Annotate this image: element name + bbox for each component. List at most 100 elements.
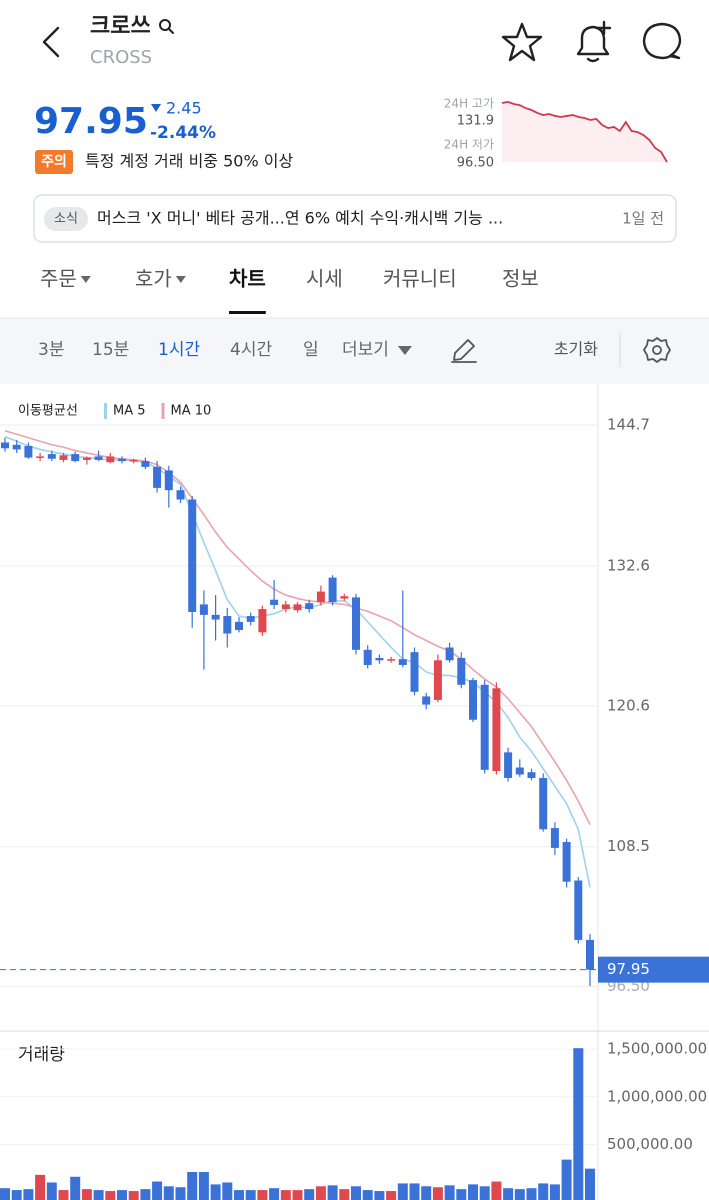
chat-icon[interactable]: [642, 22, 682, 60]
volume-bar: [397, 1183, 408, 1200]
volume-bar: [468, 1184, 478, 1200]
candle-body: [24, 445, 33, 458]
current-price: 97.95: [34, 101, 148, 142]
volume-bar: [538, 1183, 549, 1200]
volume-bar: [315, 1186, 326, 1200]
legend-label: MA 5: [113, 404, 146, 419]
candle-body: [223, 616, 232, 634]
candle-body: [164, 470, 173, 491]
favorite-icon[interactable]: [501, 22, 543, 62]
tab[interactable]: 정보: [502, 267, 539, 291]
interval[interactable]: 일: [303, 340, 319, 360]
caution-label: 주의: [41, 153, 67, 170]
draw-icon[interactable]: [451, 339, 477, 363]
news-tag: 소식: [54, 212, 78, 227]
candle-body: [410, 652, 419, 692]
candle-body: [235, 621, 243, 631]
candle-body: [12, 444, 21, 450]
settings-icon[interactable]: [643, 337, 671, 363]
volume-bar: [257, 1190, 268, 1200]
tab[interactable]: 시세: [306, 267, 343, 291]
interval[interactable]: 더보기: [342, 340, 389, 360]
volume-tick-label: 500,000.00: [607, 1135, 693, 1153]
volume-bar: [105, 1191, 116, 1200]
news-box[interactable]: [33, 194, 677, 243]
news-time: 1일 전: [622, 210, 664, 228]
y-tick-label: 120.6: [607, 696, 650, 714]
volume-bar: [93, 1190, 104, 1200]
back-button[interactable]: [42, 26, 60, 58]
volume-bar: [409, 1183, 420, 1200]
candle-body: [422, 696, 431, 705]
candle-body: [59, 455, 68, 460]
volume-bar: [210, 1184, 221, 1200]
volume-bar: [503, 1188, 514, 1200]
volume-tick-label: 1,500,000.00: [607, 1040, 707, 1058]
candle-body: [305, 603, 314, 610]
candle-body: [176, 490, 185, 500]
caution-badge: [35, 150, 73, 174]
interval[interactable]: 1시간: [158, 340, 200, 360]
volume-bar: [35, 1174, 46, 1200]
news-text: 머스크 'X 머니' 베타 공개...연 6% 예치 수익·캐시백 기능 ...: [97, 209, 503, 228]
volume-bar: [81, 1189, 92, 1200]
volume-bar: [23, 1189, 34, 1200]
coin-name: 크로쓰: [90, 14, 151, 39]
candle-body: [352, 597, 360, 650]
ma-line: [4, 435, 591, 888]
volume-bar: [386, 1191, 397, 1200]
volume-bar: [245, 1190, 256, 1200]
interval[interactable]: 15분: [92, 340, 129, 360]
volume-bar: [163, 1186, 174, 1200]
volume-title: 거래량: [18, 1045, 65, 1065]
candle-body: [94, 456, 103, 460]
candle-body: [270, 599, 279, 605]
volume-bar: [58, 1190, 69, 1200]
sparkline: [501, 100, 668, 163]
tab[interactable]: 주문: [40, 267, 77, 291]
legend-swatch: [161, 403, 165, 419]
volume-bar: [269, 1188, 280, 1200]
news-tag-bg: [44, 207, 88, 231]
tab[interactable]: 차트: [229, 267, 266, 291]
y-tick-label: 144.7: [607, 415, 650, 433]
volume-bar: [128, 1191, 139, 1200]
search-icon[interactable]: [159, 19, 174, 34]
candle-body: [469, 680, 477, 720]
candle-body: [515, 767, 524, 775]
volume-bar: [11, 1190, 22, 1200]
candle-body: [492, 688, 501, 771]
tab[interactable]: 커뮤니티: [383, 267, 457, 291]
low-label: 24H 저가: [444, 138, 494, 152]
candle-body: [316, 591, 325, 603]
volume-bar: [585, 1168, 595, 1200]
y-tick-label: 132.6: [607, 556, 650, 574]
candle-body: [457, 657, 466, 685]
candle-body: [527, 772, 536, 778]
volume-bar: [198, 1172, 209, 1200]
candle-body: [246, 616, 255, 622]
dropdown-arrow: [175, 276, 186, 283]
volume-bar: [140, 1189, 151, 1200]
reset-button[interactable]: 초기화: [554, 340, 598, 359]
candle-body: [550, 828, 559, 848]
candle-body: [293, 604, 302, 611]
volume-tick-label: 1,000,000.00: [607, 1087, 707, 1105]
interval[interactable]: 3분: [38, 340, 64, 360]
interval[interactable]: 4시간: [230, 340, 272, 360]
volume-bar: [432, 1187, 443, 1200]
tab[interactable]: 호가: [135, 267, 172, 291]
alert-icon[interactable]: [576, 20, 612, 63]
volume-bar: [70, 1176, 81, 1200]
candle-body: [211, 614, 220, 620]
y-tick-label: 108.5: [607, 837, 650, 855]
volume-bar: [479, 1186, 490, 1200]
candle-body: [574, 880, 583, 940]
candle-body: [363, 649, 372, 665]
candle-body: [433, 660, 442, 700]
volume-bar: [292, 1190, 303, 1200]
sparkline-area: [502, 101, 667, 162]
price-change: 2.45: [166, 99, 202, 118]
candle-body: [480, 684, 489, 770]
candle-body: [106, 456, 115, 463]
